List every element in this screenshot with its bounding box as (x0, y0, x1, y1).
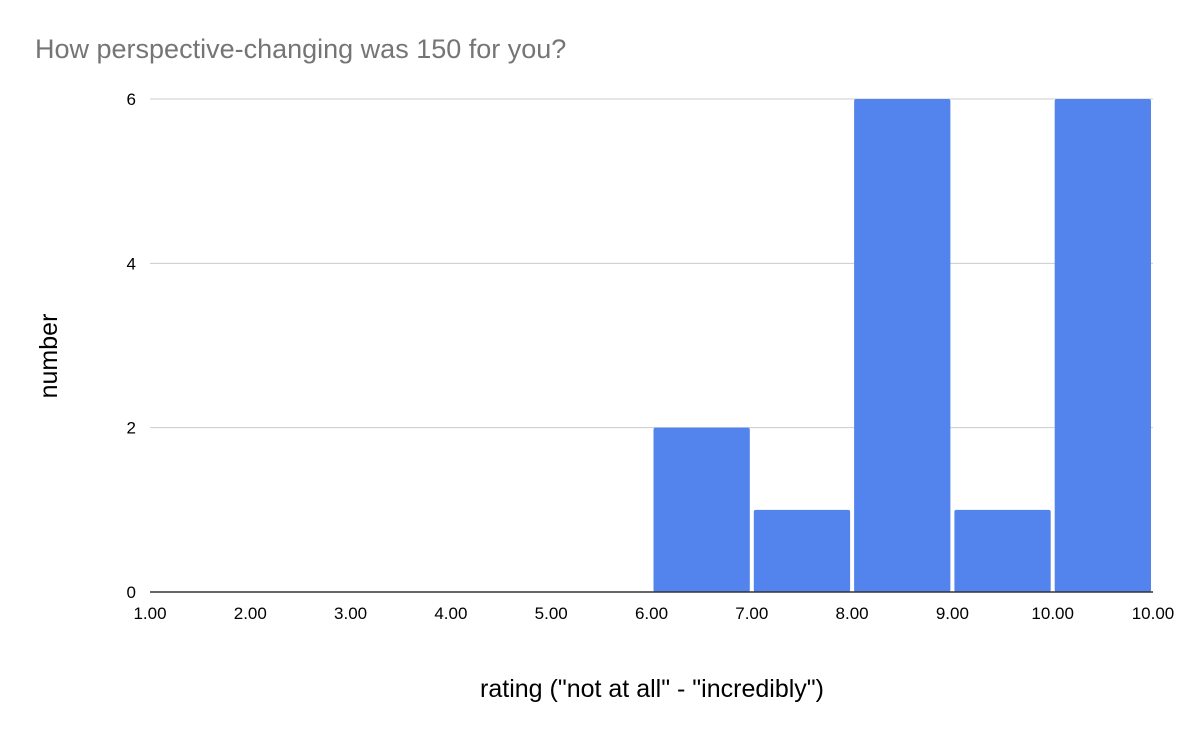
x-tick-label: 1.00 (133, 604, 166, 623)
x-axis-title: rating ("not at all" - "incredibly") (480, 675, 824, 703)
x-tick-label: 6.00 (635, 604, 668, 623)
y-axis-title: number (35, 314, 63, 399)
x-tick-label: 2.00 (234, 604, 267, 623)
bar-bin-9 (954, 509, 1051, 592)
x-tick-label: 3.00 (334, 604, 367, 623)
x-tick-label: 5.00 (535, 604, 568, 623)
y-tick-label: 0 (127, 583, 136, 602)
bar-bin-6 (653, 427, 750, 592)
y-tick-label: 2 (127, 419, 136, 438)
chart-title: How perspective-changing was 150 for you… (35, 34, 566, 64)
x-tick-label: 10.00 (1132, 604, 1175, 623)
x-tick-labels: 1.00 2.00 3.00 4.00 5.00 6.00 7.00 8.00 9.00 10.0… (133, 604, 1174, 623)
x-tick-label: 4.00 (434, 604, 467, 623)
bar-bin-7 (753, 509, 851, 592)
y-tick-labels: 0 2 4 6 (127, 90, 136, 602)
x-tick-label: 7.00 (735, 604, 768, 623)
x-tick-label: 9.00 (936, 604, 969, 623)
y-tick-label: 4 (127, 254, 136, 273)
grid-lines (150, 98, 1153, 429)
bar-bin-8 (854, 99, 951, 592)
x-tick-label: 8.00 (836, 604, 869, 623)
bar-bin-10 (1054, 99, 1151, 592)
y-tick-label: 6 (127, 90, 136, 109)
bars (653, 99, 1151, 592)
x-tick-label: 10.00 (1031, 604, 1074, 623)
